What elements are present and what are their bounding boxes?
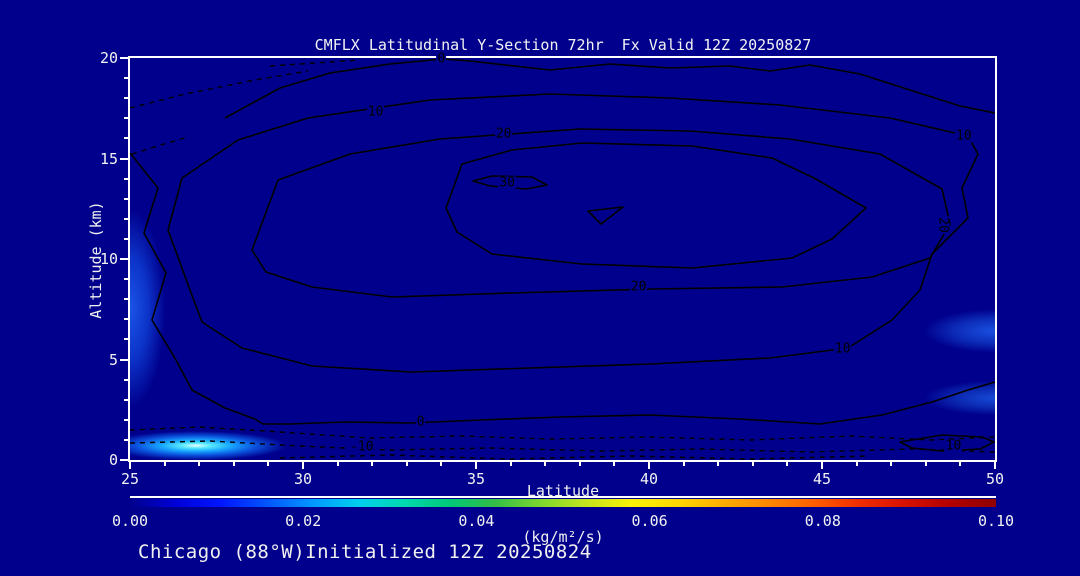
- contour-label--10: -10: [349, 439, 375, 455]
- contour-label-10: 10: [944, 438, 963, 454]
- contour-neg-dashed-topleft-3: [131, 136, 189, 155]
- x-major-tick: [648, 461, 650, 469]
- y-tick-label: 0: [108, 451, 118, 469]
- contour-label-10: 10: [833, 341, 852, 357]
- contour-plot-area: 0 10 20 30 20 0 -10 10 20 10 10: [128, 52, 997, 462]
- contour-10-ring: [167, 93, 979, 373]
- contour-label-30: 30: [498, 175, 516, 191]
- y-tick-label: 5: [108, 350, 118, 369]
- contour-label-10: 10: [366, 104, 385, 120]
- contour-neg10-dashed-3: [279, 454, 871, 460]
- contour-label-10: 10: [955, 128, 973, 144]
- contour-0-upper: [224, 58, 995, 119]
- y-tick-label: 15: [99, 149, 118, 168]
- contour-30-ring: [445, 142, 867, 269]
- contour-label-20: 20: [494, 126, 513, 142]
- contour-neg-dashed-topleft-1: [130, 70, 309, 109]
- x-major-tick: [302, 461, 304, 469]
- y-axis-title-text: Altitude (km): [87, 201, 105, 319]
- contour-20-ring: [251, 128, 951, 298]
- x-major-tick: [994, 461, 996, 469]
- colorbar-unit-label: (kg/m²/s): [522, 528, 604, 546]
- contour-neg10-dashed-1: [130, 426, 995, 441]
- contour-10-loop-bottom-right: [899, 434, 995, 452]
- x-major-tick: [475, 461, 477, 469]
- contour-lines-svg: [130, 58, 995, 460]
- colorbar-top-line: [130, 496, 996, 498]
- contour-label-20: 20: [935, 216, 951, 234]
- contour-label-layer: 0 10 20 30 20 0 -10 10 20 10 10: [130, 52, 995, 460]
- x-major-tick: [821, 461, 823, 469]
- contour-neg10-dashed-2: [130, 440, 995, 453]
- x-major-tick: [129, 461, 131, 469]
- contour-label-0: 0: [436, 51, 447, 67]
- contour-30-inner-sliver: [472, 175, 548, 190]
- x-axis-title: Latitude: [526, 482, 600, 500]
- contour-label-0: 0: [415, 414, 426, 430]
- chart-title: CMFLX Latitudinal Y-Section 72hr Fx Vali…: [314, 36, 812, 54]
- contour-0-lower: [130, 152, 995, 425]
- colorbar-gradient: [130, 499, 996, 507]
- contour-label-20: 20: [629, 279, 648, 295]
- init-info-text: Chicago (88°W)Initialized 12Z 20250824: [138, 541, 592, 563]
- contour-inner-triangle: [587, 206, 624, 225]
